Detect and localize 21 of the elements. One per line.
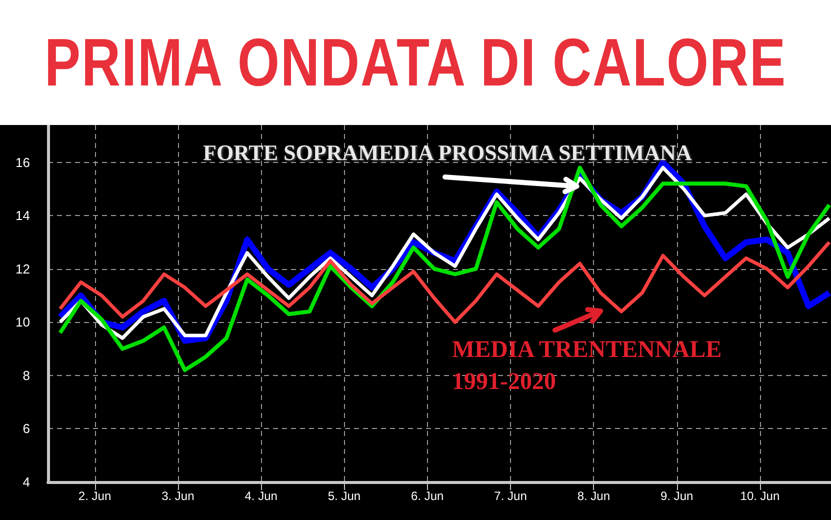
x-tick-label: 7. Jun <box>494 489 527 503</box>
x-tick-label: 8. Jun <box>577 489 610 503</box>
x-tick-label: 9. Jun <box>660 489 694 503</box>
line-series <box>58 166 831 372</box>
y-tick-label: 10 <box>16 314 30 330</box>
x-tick-label: 5. Jun <box>328 489 361 503</box>
x-tick-label: 2. Jun <box>78 489 112 503</box>
y-tick-label: 6 <box>22 421 30 436</box>
x-tick-label: 10. Jun <box>740 489 780 503</box>
x-tick-label: 4. Jun <box>244 489 278 503</box>
line-series <box>58 240 831 324</box>
y-tick-label: 14 <box>16 208 30 224</box>
y-tick-label: 8 <box>22 368 30 383</box>
x-tick-label: 6. Jun <box>411 489 444 503</box>
x-tick-label: 3. Jun <box>162 489 194 503</box>
y-tick-label: 12 <box>16 261 30 276</box>
chart-title: PRIMA ONDATA DI CALORE <box>44 24 786 102</box>
annotation: FORTE SOPRAMEDIA PROSSIMA SETTIMANA <box>203 140 692 166</box>
y-tick-label: 16 <box>16 154 30 170</box>
y-tick-label: 4 <box>22 474 30 490</box>
annotation: MEDIA TRENTENNALE 1991-2020 <box>452 336 723 398</box>
